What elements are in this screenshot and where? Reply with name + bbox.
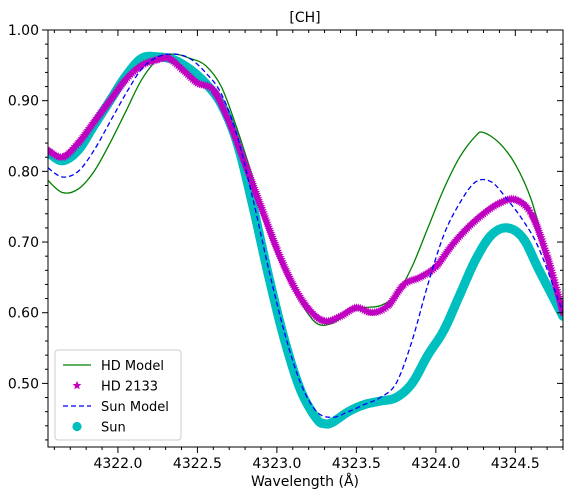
axis-layer: 4322.0 4322.5 4323.0 4323.5 4324.0 4324.5 0.50… [8,23,564,472]
x-tick-label: 4322.5 [173,456,222,472]
legend: HD Model HD 2133 Sun Model Sun [54,349,182,441]
chart-title: [CH] [289,10,320,26]
y-tick-label: 0.90 [8,94,39,110]
series-hd-2133 [48,53,563,326]
series-line [48,53,563,326]
x-tick-label: 4322.0 [93,456,142,472]
x-tick-label: 4324.0 [411,456,460,472]
x-axis-label: Wavelength (Å) [251,473,359,490]
legend-label: Sun Model [101,400,169,415]
x-tick-label: 4323.0 [252,456,301,472]
legend-handle [72,380,82,390]
y-tick-label: 0.60 [8,306,39,322]
plot-frame [47,29,564,448]
data-point [48,148,57,157]
legend-label: HD 2133 [101,380,158,395]
plot-data-layer [48,51,563,429]
legend-box [54,349,182,441]
series-line [48,53,563,418]
y-tick-label: 1.00 [8,23,39,39]
x-tick-label: 4323.5 [332,456,381,472]
legend-handle [72,421,82,432]
x-tick-label: 4324.5 [491,456,540,472]
series-sun-model [48,53,563,418]
legend-label: HD Model [101,359,164,374]
y-tick-label: 0.80 [8,164,39,180]
legend-label: Sun [101,421,126,436]
data-point [137,60,147,70]
series-hd-model [48,53,563,326]
y-tick-label: 0.70 [8,235,39,251]
y-tick-label: 0.50 [8,376,39,392]
